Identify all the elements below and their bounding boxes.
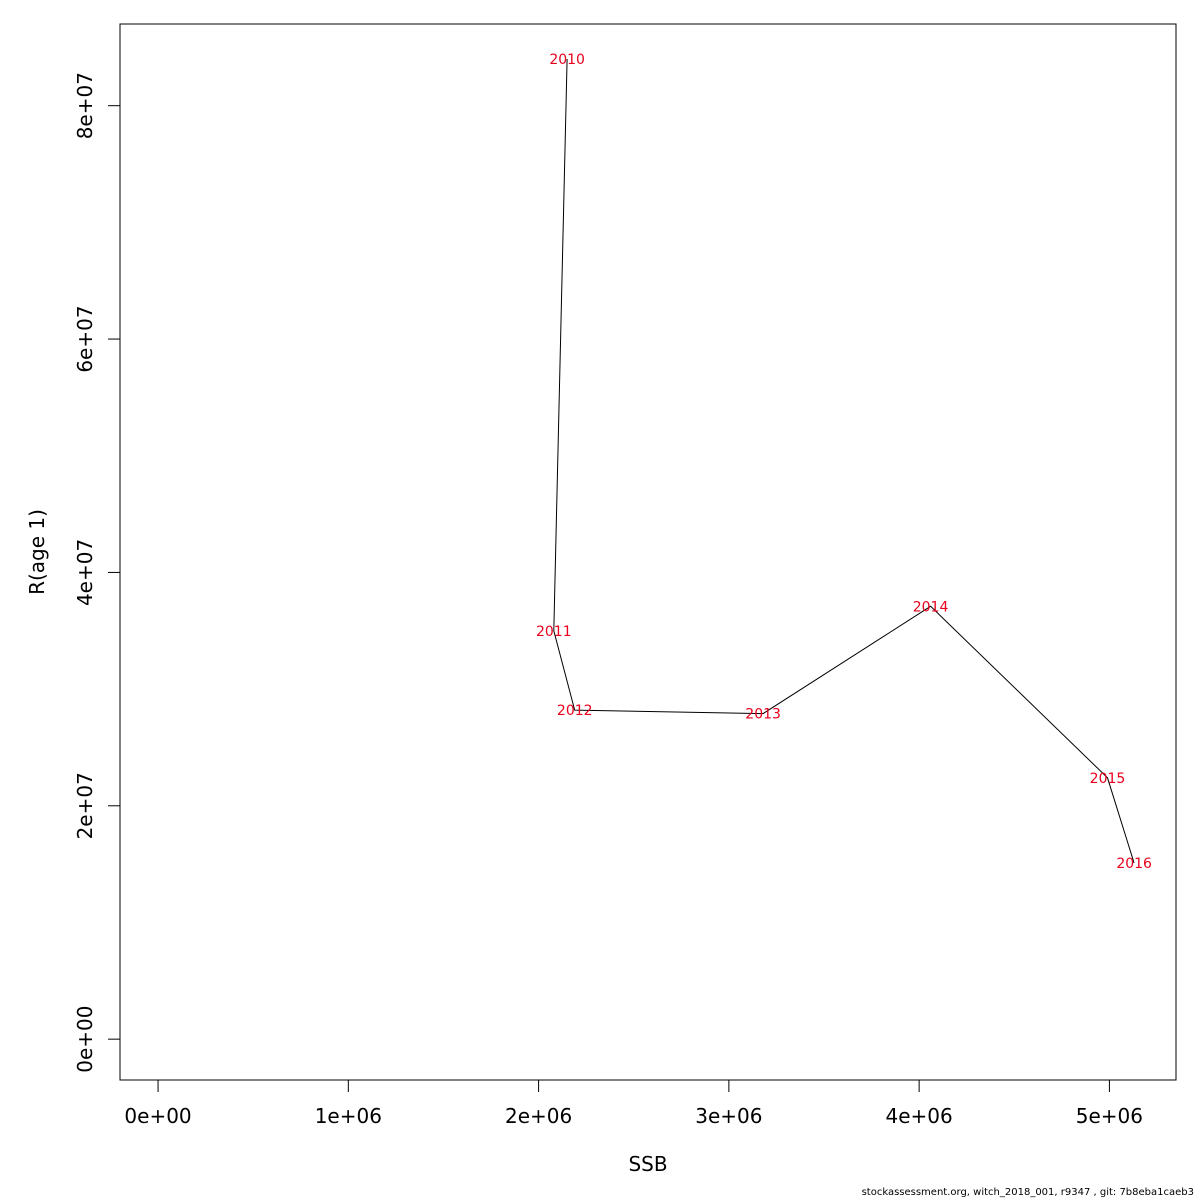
point-label-2011: 2011 — [536, 624, 572, 640]
y-tick-label: 2e+07 — [73, 772, 97, 839]
sr-series-line — [553, 58, 1135, 864]
point-label-2013: 2013 — [745, 707, 781, 723]
y-tick-label: 4e+07 — [73, 539, 97, 606]
x-tick-label: 0e+00 — [124, 1104, 191, 1128]
x-tick-label: 1e+06 — [315, 1104, 382, 1128]
point-labels: 2010 2011 2012 2013 2014 2015 2016 — [536, 52, 1152, 872]
point-label-2016: 2016 — [1116, 856, 1152, 872]
plot-frame — [119, 23, 1177, 1081]
y-axis-title: R(age 1) — [25, 509, 49, 595]
x-axis: 0e+00 1e+06 2e+06 3e+06 4e+06 5e+06 — [124, 1079, 1143, 1128]
point-label-2014: 2014 — [913, 599, 949, 615]
point-label-2010: 2010 — [549, 52, 585, 68]
y-axis: 0e+00 2e+07 4e+07 6e+07 8e+07 — [73, 72, 121, 1073]
y-tick-label: 0e+00 — [73, 1006, 97, 1073]
y-tick-label: 6e+07 — [73, 305, 97, 372]
x-axis-title: SSB — [628, 1152, 667, 1176]
x-tick-label: 4e+06 — [886, 1104, 953, 1128]
footer-credit: stockassessment.org, witch_2018_001, r93… — [861, 1187, 1194, 1198]
x-tick-label: 5e+06 — [1076, 1104, 1143, 1128]
x-tick-label: 2e+06 — [505, 1104, 572, 1128]
y-tick-label: 8e+07 — [73, 72, 97, 139]
point-label-2015: 2015 — [1090, 771, 1126, 787]
point-label-2012: 2012 — [557, 703, 593, 719]
x-tick-label: 3e+06 — [695, 1104, 762, 1128]
